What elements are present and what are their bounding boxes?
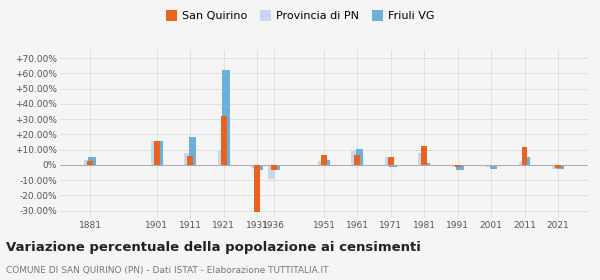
Bar [388, 157, 394, 165]
Bar [490, 165, 497, 169]
Text: Variazione percentuale della popolazione ai censimenti: Variazione percentuale della popolazione… [6, 241, 421, 254]
Bar [251, 165, 259, 168]
Bar [187, 156, 193, 165]
Bar [272, 165, 280, 170]
Bar [521, 147, 527, 165]
Bar [421, 146, 427, 165]
Bar [321, 155, 327, 165]
Bar [84, 160, 92, 165]
Bar [254, 165, 260, 212]
Bar [518, 162, 526, 165]
Bar [356, 149, 364, 165]
Legend: San Quirino, Provincia di PN, Friuli VG: San Quirino, Provincia di PN, Friuli VG [161, 6, 439, 25]
Bar [555, 165, 561, 168]
Bar [385, 157, 392, 165]
Bar [271, 165, 277, 169]
Bar [422, 163, 430, 165]
Bar [87, 161, 93, 165]
Bar [155, 141, 163, 165]
Bar [523, 157, 530, 165]
Bar [88, 157, 96, 165]
Bar [456, 165, 464, 169]
Bar [355, 155, 361, 165]
Bar [222, 70, 230, 165]
Bar [268, 165, 275, 179]
Bar [322, 160, 330, 165]
Bar [552, 165, 560, 169]
Bar [189, 137, 196, 165]
Bar [154, 141, 160, 165]
Bar [452, 165, 459, 167]
Bar [218, 150, 226, 165]
Bar [184, 153, 192, 165]
Bar [556, 165, 564, 169]
Text: COMUNE DI SAN QUIRINO (PN) - Dati ISTAT - Elaborazione TUTTITALIA.IT: COMUNE DI SAN QUIRINO (PN) - Dati ISTAT … [6, 266, 329, 275]
Bar [221, 116, 227, 165]
Bar [455, 165, 461, 167]
Bar [318, 161, 326, 165]
Bar [151, 141, 158, 165]
Bar [418, 153, 426, 165]
Bar [256, 165, 263, 170]
Bar [485, 165, 493, 167]
Bar [389, 165, 397, 167]
Bar [352, 151, 359, 165]
